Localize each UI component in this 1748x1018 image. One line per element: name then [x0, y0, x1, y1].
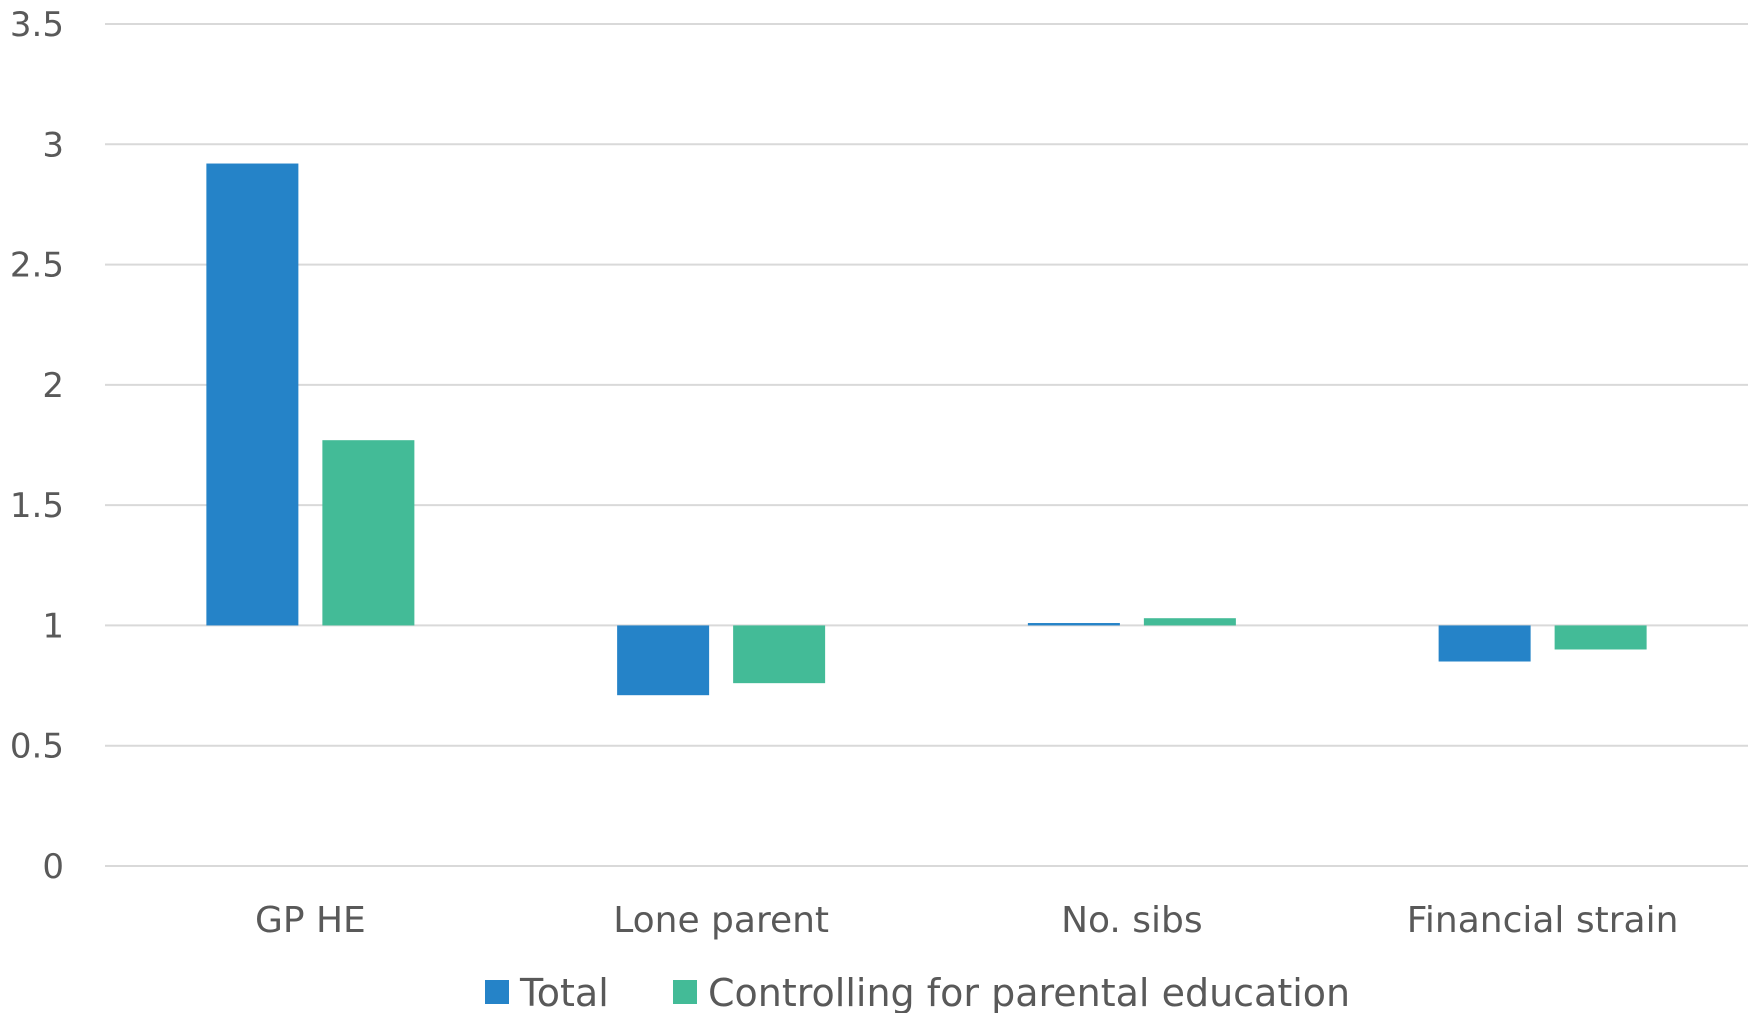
x-category-label: GP HE	[255, 900, 366, 941]
bar-controlling-1	[733, 625, 826, 684]
bar-controlling-2	[1143, 618, 1236, 626]
x-axis-category-labels: GP HE Lone parent No. sibs Financial strain	[255, 900, 1679, 941]
y-tick-label: 1	[42, 606, 64, 646]
legend-label: Total	[519, 971, 609, 1013]
y-tick-label: 0.5	[10, 727, 64, 767]
legend-label: Controlling for parental education	[708, 971, 1350, 1013]
x-category-label: Lone parent	[613, 900, 829, 941]
bar-total-1	[617, 625, 710, 696]
y-tick-label: 2	[42, 366, 64, 406]
y-tick-label: 3.5	[10, 5, 64, 45]
bar-controlling-0	[322, 440, 415, 626]
x-category-label: Financial strain	[1407, 900, 1679, 941]
bar-controlling-3	[1554, 625, 1647, 650]
bar-total-3	[1438, 625, 1531, 662]
x-category-label: No. sibs	[1061, 900, 1203, 941]
y-tick-label: 3	[42, 125, 64, 165]
y-tick-label: 0	[42, 847, 64, 887]
y-tick-label: 2.5	[10, 246, 64, 286]
y-tick-label: 1.5	[10, 486, 64, 526]
bar-total-2	[1027, 623, 1120, 626]
legend: Total Controlling for parental education	[485, 971, 1350, 1015]
legend-swatch	[485, 980, 509, 1004]
y-axis-tick-labels: 0 0.5 1 1.5 2 2.5 3 3.5	[10, 5, 64, 887]
bar-total-0	[206, 163, 299, 626]
bars	[206, 163, 1647, 696]
legend-swatch	[673, 980, 697, 1004]
